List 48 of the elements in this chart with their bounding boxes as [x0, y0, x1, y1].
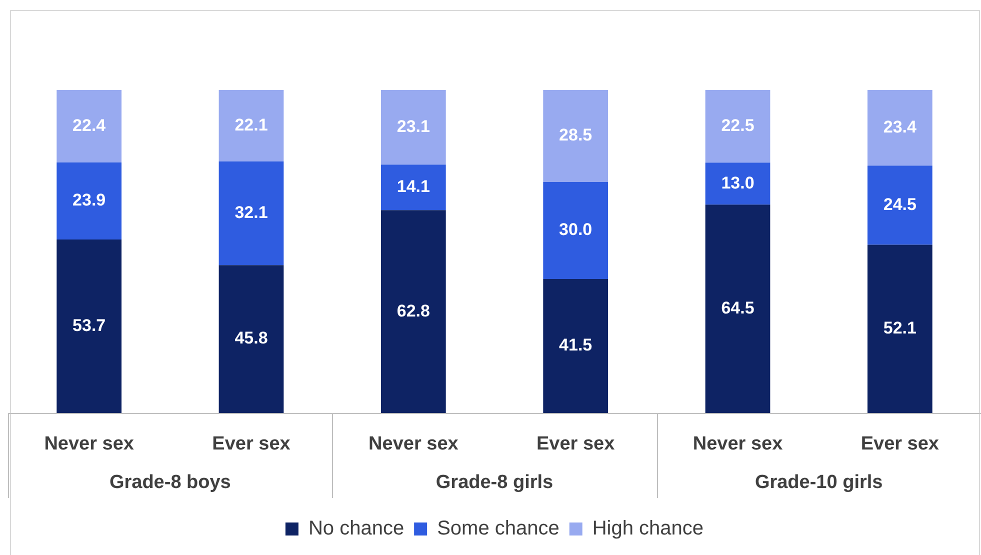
bar	[543, 90, 608, 182]
data-label: 28.5	[559, 126, 592, 145]
data-label: 30.0	[559, 220, 592, 240]
data-label: 22.4	[72, 116, 106, 135]
bar	[705, 162, 770, 205]
bar	[380, 210, 446, 413]
legend-label: Some chance	[437, 518, 560, 540]
data-label: 24.5	[883, 194, 916, 214]
bar	[705, 204, 770, 413]
data-label: 22.5	[721, 116, 754, 136]
data-label: 45.8	[234, 328, 268, 348]
data-label: 62.8	[396, 301, 430, 320]
bar	[380, 90, 446, 165]
text: Grade-8 boys	[109, 472, 231, 494]
data-label: 32.1	[234, 202, 268, 222]
x-tick-label: Ever sex	[536, 434, 616, 455]
x-tick-label: Never sex	[692, 434, 784, 455]
bar	[56, 240, 122, 413]
data-label: 52.1	[883, 318, 916, 338]
data-label: 22.1	[234, 115, 268, 134]
data-label: 23.1	[396, 116, 430, 136]
x-tick-label: Ever sex	[860, 434, 940, 455]
bar	[380, 164, 446, 210]
data-label: 23.4	[883, 117, 917, 136]
text: Grade-10 girls	[754, 472, 883, 494]
legend-label: No chance	[308, 518, 404, 540]
data-label: 41.5	[559, 336, 592, 355]
data-label: 53.7	[72, 316, 106, 335]
data-label: 23.9	[72, 190, 106, 210]
x-tick-label: Ever sex	[212, 434, 291, 455]
bar	[218, 265, 284, 413]
bar	[56, 90, 122, 162]
bar	[867, 90, 932, 166]
bar	[56, 162, 122, 240]
bar	[867, 244, 932, 413]
data-label: 13.0	[721, 173, 754, 192]
text: Grade-8 girls	[436, 472, 554, 494]
bar	[867, 166, 932, 245]
x-tick-label: Never sex	[368, 434, 459, 455]
bar	[705, 90, 770, 163]
bar	[543, 182, 608, 279]
x-tick-label: Never sex	[44, 434, 134, 455]
bar	[218, 161, 284, 266]
bar	[543, 278, 608, 413]
data-label: 64.5	[721, 298, 754, 318]
data-label: 14.1	[396, 177, 430, 196]
bar	[218, 90, 284, 162]
legend-label: High chance	[592, 518, 704, 540]
